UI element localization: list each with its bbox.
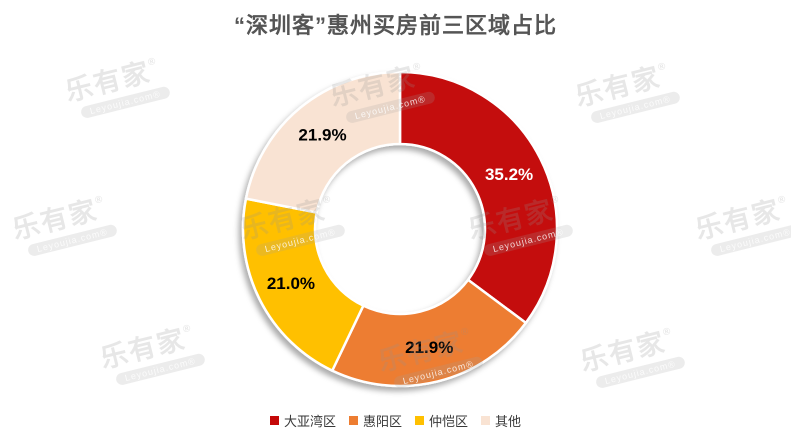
legend-label: 仲恺区 (429, 414, 469, 429)
legend-marker (348, 416, 358, 425)
legend-item: 大亚湾区 (269, 411, 336, 430)
slice-label: 21.0% (267, 274, 315, 293)
legend-item: 其他 (481, 411, 521, 430)
slice-仲恺区 (241, 197, 365, 372)
legend-label: 大亚湾区 (283, 414, 336, 429)
slice-label: 21.9% (298, 125, 346, 144)
slice-惠阳区 (331, 278, 528, 388)
chart-legend: 大亚湾区 惠阳区 仲恺区 其他 (0, 411, 791, 430)
legend-marker (481, 416, 491, 425)
slice-label: 35.2% (485, 165, 533, 184)
donut-slices (241, 70, 559, 388)
slice-labels: 35.2% 21.9% 21.0% 21.9% (267, 125, 533, 357)
legend-item: 惠阳区 (348, 411, 402, 430)
slice-label: 21.9% (405, 338, 453, 357)
legend-label: 其他 (495, 414, 522, 429)
chart-title: “深圳客”惠州买房前三区域占比 (233, 13, 557, 38)
legend-marker (415, 416, 424, 425)
legend-label: 惠阳区 (362, 414, 402, 429)
legend-marker (269, 416, 279, 425)
slice-其他 (244, 70, 402, 214)
legend-item: 仲恺区 (415, 411, 468, 430)
slice-大亚湾区 (398, 70, 559, 325)
